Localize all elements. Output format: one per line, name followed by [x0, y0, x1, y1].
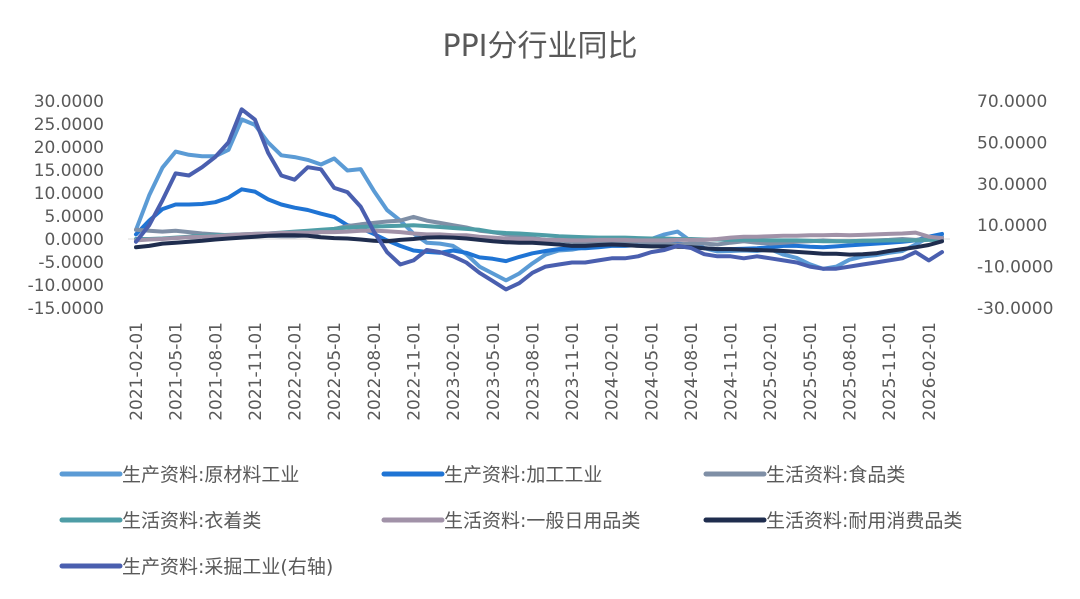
- x-tick-label: 2025-02-01: [761, 322, 781, 421]
- x-tick-label: 2021-08-01: [206, 322, 226, 421]
- left-y-tick-label: 20.0000: [34, 138, 104, 158]
- x-tick-label: 2021-11-01: [246, 322, 266, 421]
- right-y-axis: 70.0000 50.0000 30.0000 10.0000 -10.0000 -30.…: [977, 92, 1053, 319]
- chart-title: PPI分行业同比: [442, 29, 637, 64]
- legend-label: 生活资料:衣着类: [122, 510, 261, 532]
- left-y-tick-label: -10.0000: [28, 276, 104, 296]
- x-tick-label: 2025-05-01: [801, 322, 821, 421]
- x-tick-label: 2024-08-01: [682, 322, 702, 421]
- x-tick-label: 2024-02-01: [603, 322, 623, 421]
- x-tick-label: 2024-05-01: [642, 322, 662, 421]
- legend-label: 生活资料:一般日用品类: [444, 510, 640, 532]
- left-y-axis: 30.0000 25.0000 20.0000 15.0000 10.0000 5.000…: [28, 92, 104, 319]
- plot-area: [134, 107, 944, 292]
- right-y-tick-label: 70.0000: [977, 92, 1047, 112]
- x-tick-label: 2024-11-01: [722, 322, 742, 421]
- x-tick-label: 2021-05-01: [167, 322, 187, 421]
- legend-label: 生产资料:原材料工业: [122, 464, 299, 486]
- x-tick-label: 2023-02-01: [444, 322, 464, 421]
- left-y-tick-label: 30.0000: [34, 92, 104, 112]
- x-tick-label: 2022-11-01: [404, 322, 424, 421]
- x-tick-label: 2023-11-01: [563, 322, 583, 421]
- x-tick-label: 2023-08-01: [523, 322, 543, 421]
- right-y-tick-label: 30.0000: [977, 175, 1047, 195]
- legend-label: 生活资料:耐用消费品类: [766, 510, 962, 532]
- x-tick-label: 2025-11-01: [880, 322, 900, 421]
- left-y-tick-label: -15.0000: [28, 299, 104, 319]
- x-tick-label: 2022-08-01: [365, 322, 385, 421]
- x-tick-label: 2023-05-01: [484, 322, 504, 421]
- x-tick-label: 2026-02-01: [920, 322, 940, 421]
- legend-label: 生活资料:食品类: [766, 464, 905, 486]
- legend-label: 生产资料:加工工业: [444, 464, 602, 486]
- x-tick-label: 2025-08-01: [841, 322, 861, 421]
- legend-label: 生产资料:采掘工业(右轴): [122, 556, 333, 578]
- x-axis: 2021-02-01 2021-05-01 2021-08-01 2021-11-01…: [127, 322, 940, 421]
- series-line-6: [134, 233, 944, 257]
- left-y-tick-label: 25.0000: [34, 115, 104, 135]
- right-y-tick-label: -30.0000: [977, 299, 1053, 319]
- right-y-tick-label: -10.0000: [977, 258, 1053, 278]
- x-tick-label: 2022-05-01: [325, 322, 345, 421]
- x-tick-label: 2021-02-01: [127, 322, 147, 421]
- right-y-tick-label: 10.0000: [977, 216, 1047, 236]
- left-y-tick-label: 0.0000: [45, 230, 104, 250]
- left-y-tick-label: 15.0000: [34, 161, 104, 181]
- left-y-tick-label: 10.0000: [34, 184, 104, 204]
- right-y-tick-label: 50.0000: [977, 133, 1047, 153]
- x-tick-label: 2022-02-01: [286, 322, 306, 421]
- series-line-1: [134, 117, 944, 283]
- series-line-5: [134, 228, 944, 243]
- series-line-2: [134, 187, 944, 264]
- left-y-tick-label: -5.0000: [38, 253, 104, 273]
- series-line-7: [134, 107, 944, 292]
- left-y-tick-label: 5.0000: [45, 207, 104, 227]
